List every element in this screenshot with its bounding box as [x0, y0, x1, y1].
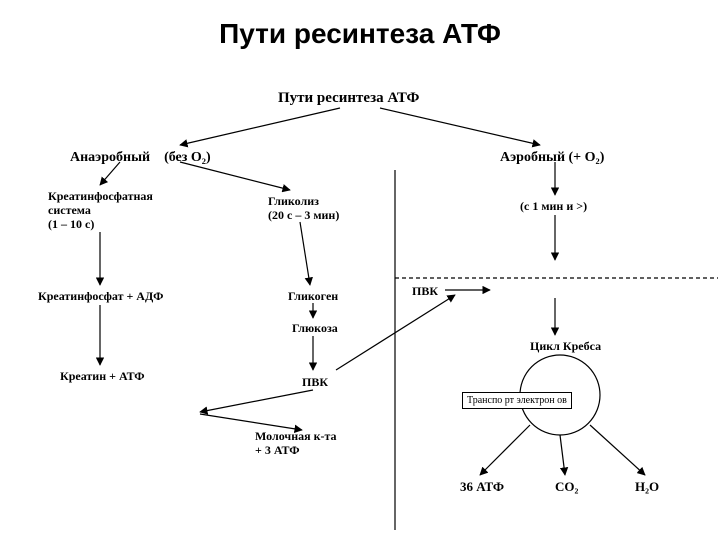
krebs-cycle: Цикл Кребса	[530, 340, 601, 354]
diagram-root: { "type": "flowchart", "canvas": { "widt…	[0, 0, 720, 540]
creatine-system: Креатинфосфатная система (1 – 10 с)	[48, 190, 153, 231]
anaerobic-label: Анаэробный (без О₂)	[70, 150, 211, 166]
atp-36: 36 АТФ	[460, 480, 504, 495]
lactate: Молочная к-та + 3 АТФ	[255, 430, 337, 458]
glycogen: Гликоген	[288, 290, 338, 304]
subtitle: Пути ресинтеза АТФ	[278, 90, 419, 107]
glycolysis: Гликолиз (20 с – 3 мин)	[268, 195, 339, 223]
arrows-layer	[0, 0, 720, 540]
electron-transport-box: Транспо рт электрон ов	[462, 392, 572, 409]
pvk-right: ПВК	[412, 285, 438, 299]
aerobic-label: Аэробный (+ О₂)	[500, 150, 604, 166]
crp-plus-adp: Креатинфосфат + АДФ	[38, 290, 163, 304]
aerobic-time: (с 1 мин и >)	[520, 200, 587, 214]
co2: СО₂	[555, 480, 578, 495]
h2o: Н₂О	[635, 480, 659, 495]
glucose: Глюкоза	[292, 322, 338, 336]
pvk-left: ПВК	[302, 376, 328, 390]
creatine-atp: Креатин + АТФ	[60, 370, 145, 384]
